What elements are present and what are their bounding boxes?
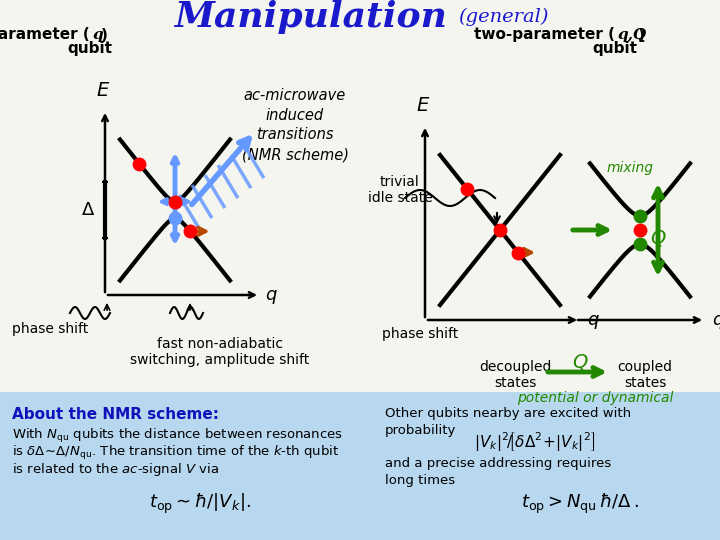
Text: is related to the $ac$-signal $V$ via: is related to the $ac$-signal $V$ via: [12, 461, 219, 478]
Text: Other qubits nearby are excited with: Other qubits nearby are excited with: [385, 407, 631, 420]
Text: and a precise addressing requires: and a precise addressing requires: [385, 457, 611, 470]
Text: $|V_k|^2\!/\!\left[\delta\Delta^2\!+\!|V_k|^2\right]$: $|V_k|^2\!/\!\left[\delta\Delta^2\!+\!|V…: [474, 430, 595, 453]
Text: q,Q: q,Q: [618, 28, 647, 42]
Text: two-parameter (: two-parameter (: [474, 28, 615, 43]
Text: q: q: [93, 28, 104, 42]
Text: $\Delta$: $\Delta$: [81, 201, 95, 219]
Text: probability: probability: [385, 424, 456, 437]
Text: With $N_{\rm qu}$ qubits the distance between resonances: With $N_{\rm qu}$ qubits the distance be…: [12, 427, 343, 445]
Text: ): ): [638, 28, 645, 43]
Text: long times: long times: [385, 474, 455, 487]
Text: phase shift: phase shift: [382, 327, 458, 341]
Text: $t_{\rm op} > N_{\rm qu}\,\hbar/\Delta\,.$: $t_{\rm op} > N_{\rm qu}\,\hbar/\Delta\,…: [521, 492, 639, 516]
Text: Manipulation: Manipulation: [174, 0, 446, 34]
Text: $Q$: $Q$: [649, 228, 666, 248]
Text: $t_{\rm op} \sim \hbar/|V_k|.$: $t_{\rm op} \sim \hbar/|V_k|.$: [149, 492, 251, 516]
Text: trivial
idle state: trivial idle state: [368, 175, 433, 205]
Text: fast non-adiabatic
switching, amplitude shift: fast non-adiabatic switching, amplitude …: [130, 337, 310, 367]
Text: mixing: mixing: [606, 161, 654, 175]
Text: decoupled
states: decoupled states: [479, 360, 552, 390]
Text: coupled
states: coupled states: [618, 360, 672, 390]
Text: $q$: $q$: [712, 313, 720, 331]
Text: About the NMR scheme:: About the NMR scheme:: [12, 407, 219, 422]
Bar: [0, 392, 720, 540]
Text: (general): (general): [458, 8, 549, 26]
Text: $q$: $q$: [587, 313, 600, 331]
Text: $E$: $E$: [416, 97, 430, 115]
Text: qubit: qubit: [68, 42, 112, 57]
Text: ): ): [101, 28, 108, 43]
Text: $q$: $q$: [265, 288, 278, 306]
Text: one-parameter (: one-parameter (: [0, 28, 90, 43]
Text: $E$: $E$: [96, 82, 110, 100]
Text: potential or dynamical: potential or dynamical: [517, 391, 673, 405]
Text: is $\delta\Delta\!\sim\!\Delta/N_{\rm qu}$. The transition time of the $k$-th qu: is $\delta\Delta\!\sim\!\Delta/N_{\rm qu…: [12, 444, 339, 462]
Text: $Q$: $Q$: [572, 352, 588, 372]
Text: qubit: qubit: [593, 42, 637, 57]
Text: ac-microwave
induced
transitions
(NMR scheme): ac-microwave induced transitions (NMR sc…: [241, 88, 348, 162]
Text: phase shift: phase shift: [12, 322, 88, 336]
